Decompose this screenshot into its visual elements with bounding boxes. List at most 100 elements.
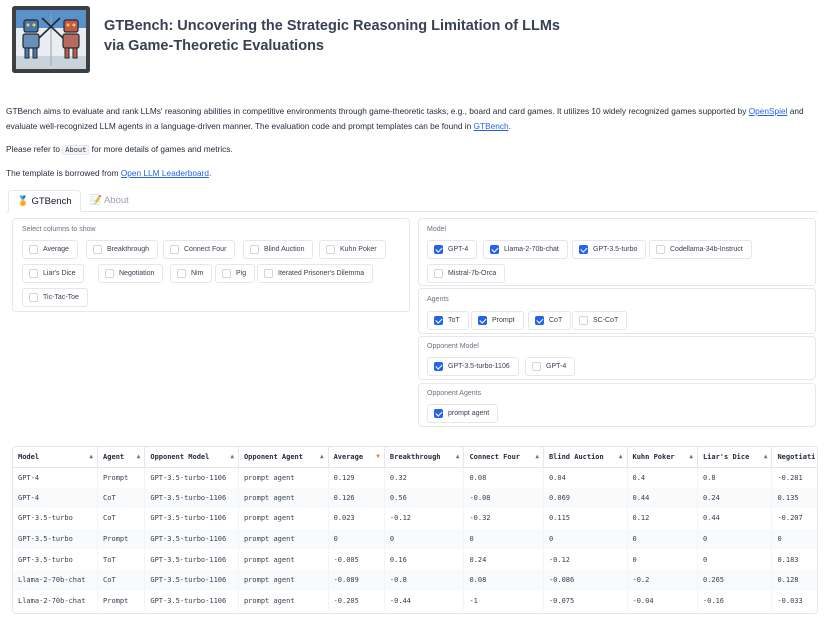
table-cell: 0 — [627, 528, 698, 550]
column-checkbox-breakthrough[interactable]: Breakthrough — [86, 240, 159, 259]
column-checkbox-liars-dice[interactable]: Liar's Dice — [22, 264, 85, 283]
about-paragraph: Please refer to About for more details o… — [6, 144, 233, 155]
checkbox-icon — [29, 269, 38, 278]
tab-about[interactable]: 📝 About — [90, 195, 129, 206]
column-checkbox-kuhn-poker[interactable]: Kuhn Poker — [319, 240, 386, 259]
table-cell: -0.005 — [328, 549, 385, 570]
agent-checkbox-cot[interactable]: CoT — [528, 311, 572, 330]
gtbench-link[interactable]: GTBench — [473, 121, 509, 131]
table-cell: -0.205 — [328, 590, 385, 612]
table-cell: 0.4 — [627, 467, 698, 488]
table-row[interactable]: Llama-2-70b-chat CoT GPT-3.5-turbo-1106 pro… — [13, 569, 817, 591]
table-cell: 0.265 — [697, 569, 773, 591]
table-cell: ToT — [97, 549, 146, 570]
checkbox-icon — [434, 245, 443, 254]
checkbox-icon — [29, 245, 38, 254]
table-row[interactable]: GPT-4 Prompt GPT-3.5-turbo-1106 prompt agen… — [13, 467, 817, 488]
opponent-agents-filter-panel: Opponent Agents prompt agent — [418, 383, 816, 427]
opponent-model-checkbox-gpt-4[interactable]: GPT-4 — [525, 357, 576, 376]
column-header-opponent-agent[interactable]: Opponent Agent ▲ — [238, 447, 329, 468]
table-cell: -0.04 — [627, 590, 698, 612]
tab-bar: 🏅 GTBench 📝 About — [6, 190, 818, 212]
table-cell: 0.24 — [463, 549, 544, 570]
table-cell: 0 — [543, 528, 628, 550]
checkbox-icon — [532, 362, 541, 371]
table-row[interactable]: GPT-3.5-turbo Prompt GPT-3.5-turbo-1106 pro… — [13, 528, 817, 550]
column-checkbox-average[interactable]: Average — [22, 240, 78, 259]
column-header-liars-dice[interactable]: Liar's Dice ▲ — [697, 447, 773, 468]
checkbox-icon — [250, 245, 259, 254]
table-header-row: Model ▲ Agent ▲ Opponent Model ▲ Opponent A… — [13, 447, 817, 468]
open-llm-leaderboard-link[interactable]: Open LLM Leaderboard — [120, 168, 209, 178]
openspiel-link[interactable]: OpenSpiel — [748, 106, 788, 116]
checkbox-icon — [222, 269, 231, 278]
table-cell: 0.08 — [463, 467, 544, 488]
table-row[interactable]: GPT-3.5-turbo ToT GPT-3.5-turbo-1106 prompt… — [13, 549, 817, 570]
table-cell: -0.2 — [627, 569, 698, 591]
column-checkbox-tic-tac-toe[interactable]: Tic-Tac-Toe — [22, 288, 88, 307]
column-checkbox-nim[interactable]: Nim — [170, 264, 213, 283]
table-cell: 0.126 — [328, 487, 385, 509]
checkbox-icon — [656, 245, 665, 254]
table-cell: 0 — [697, 528, 773, 550]
model-checkbox-mistral-7b-orca[interactable]: Mistral-7b-Orca — [427, 264, 506, 283]
tab-gtbench[interactable]: 🏅 GTBench — [8, 190, 81, 212]
sort-desc-icon: ▼ — [376, 453, 380, 460]
column-header-kuhn-poker[interactable]: Kuhn Poker ▲ — [627, 447, 698, 468]
table-cell: prompt agent — [238, 549, 329, 570]
table-cell: GPT-3.5-turbo-1106 — [144, 590, 239, 612]
table-cell: 0 — [627, 549, 698, 570]
leaderboard-table: Model ▲ Agent ▲ Opponent Model ▲ Opponent A… — [12, 446, 818, 614]
model-checkbox-llama-2-70b-chat[interactable]: Llama-2-70b-chat — [483, 240, 568, 259]
column-checkbox-pig[interactable]: Pig — [215, 264, 256, 283]
sort-asc-icon: ▲ — [136, 453, 141, 460]
header: GTBench: Uncovering the Strategic Reason… — [12, 6, 818, 74]
table-cell: GPT-4 — [13, 467, 99, 488]
opponent-model-checkbox-gpt-3-5-turbo-1106[interactable]: GPT-3.5-turbo-1106 — [427, 357, 519, 376]
column-checkbox-negotiation[interactable]: Negotiation — [98, 264, 164, 283]
table-cell: GPT-3.5-turbo — [13, 549, 99, 570]
agent-checkbox-sc-cot[interactable]: SC-CoT — [572, 311, 628, 330]
model-checkbox-codellama-34b-instruct[interactable]: Codellama-34b-Instruct — [649, 240, 752, 259]
column-header-average[interactable]: Average ▼ — [328, 447, 385, 468]
opponent-model-filter-panel: Opponent Model GPT-3.5-turbo-1106 GPT-4 — [418, 336, 816, 380]
column-header-negotiation[interactable]: Negotiati — [771, 447, 817, 468]
sort-asc-icon: ▲ — [89, 453, 94, 460]
table-cell: GPT-3.5-turbo-1106 — [144, 487, 239, 509]
columns-panel: Select columns to show Average Breakthro… — [12, 218, 410, 312]
agent-checkbox-tot[interactable]: ToT — [427, 311, 469, 330]
table-cell: 0.08 — [463, 569, 544, 591]
table-cell: -0.086 — [543, 569, 628, 591]
intro-text: GTBench aims to evaluate and rank LLMs' … — [6, 104, 816, 189]
table-row[interactable]: GPT-4 CoT GPT-3.5-turbo-1106 prompt agent 0.… — [13, 487, 817, 509]
table-cell: -0.281 — [771, 467, 817, 488]
column-header-connect-four[interactable]: Connect Four ▲ — [463, 447, 544, 468]
table-row[interactable]: GPT-3.5-turbo CoT GPT-3.5-turbo-1106 prompt… — [13, 508, 817, 529]
column-checkbox-blind-auction[interactable]: Blind Auction — [243, 240, 314, 259]
table-cell: -0.12 — [384, 508, 465, 529]
table-cell: Prompt — [97, 528, 146, 550]
opponent-agent-checkbox-prompt-agent[interactable]: prompt agent — [427, 404, 499, 423]
column-header-model[interactable]: Model ▲ — [13, 447, 99, 468]
column-checkbox-iterated-prisoners-dilemma[interactable]: Iterated Prisoner's Dilemma — [257, 264, 374, 283]
table-cell: -0.8 — [384, 569, 465, 591]
checkbox-icon — [434, 362, 443, 371]
column-header-blind-auction[interactable]: Blind Auction ▲ — [543, 447, 628, 468]
sort-asc-icon: ▲ — [763, 453, 768, 460]
table-row[interactable]: Llama-2-70b-chat Prompt GPT-3.5-turbo-1106… — [13, 590, 817, 612]
model-checkbox-gpt-4[interactable]: GPT-4 — [427, 240, 478, 259]
column-header-breakthrough[interactable]: Breakthrough ▲ — [384, 447, 465, 468]
checkbox-icon — [579, 316, 588, 325]
column-checkbox-connect-four[interactable]: Connect Four — [163, 240, 236, 259]
model-checkbox-gpt-3-5-turbo[interactable]: GPT-3.5-turbo — [572, 240, 647, 259]
table-cell: 0.129 — [328, 467, 385, 488]
table-cell: Prompt — [97, 467, 146, 488]
checkbox-icon — [326, 245, 335, 254]
checkbox-icon — [535, 316, 544, 325]
column-header-opponent-model[interactable]: Opponent Model ▲ — [144, 447, 239, 468]
table-cell: prompt agent — [238, 508, 329, 529]
agent-checkbox-prompt[interactable]: Prompt — [471, 311, 524, 330]
table-cell: -0.16 — [697, 590, 773, 612]
column-header-agent[interactable]: Agent ▲ — [97, 447, 146, 468]
table-cell: -0.033 — [771, 590, 817, 612]
